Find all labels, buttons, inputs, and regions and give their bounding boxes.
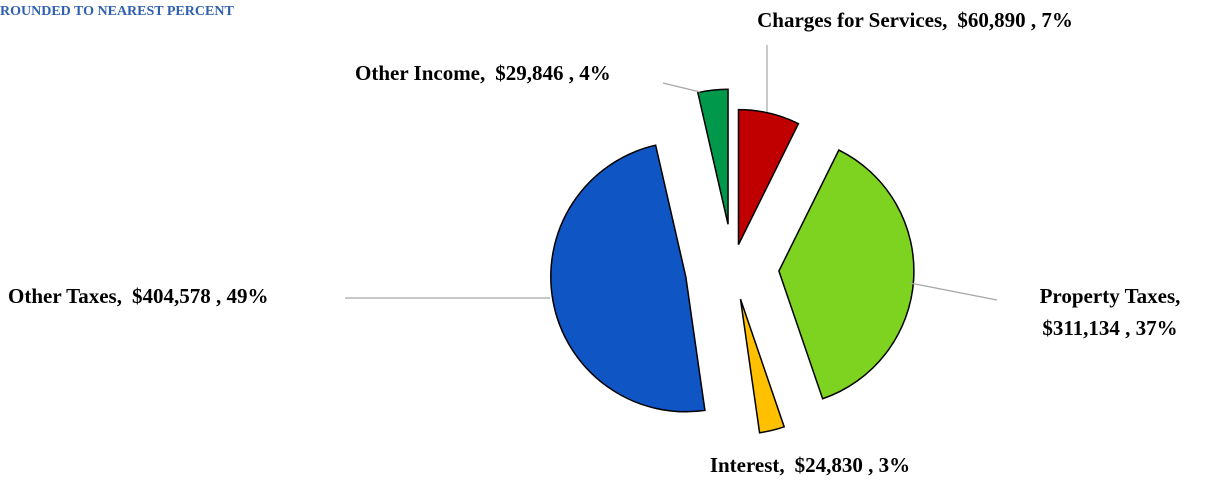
leader-line	[662, 82, 701, 93]
label-category: Charges for Services,	[757, 8, 947, 32]
pie-slice	[550, 144, 706, 413]
label-value: $404,578 , 49%	[132, 284, 269, 308]
pie-slice	[739, 298, 786, 434]
data-label: Charges for Services, $60,890 , 7%	[757, 8, 1073, 32]
label-value: $24,830 , 3%	[795, 453, 911, 477]
data-label: Interest, $24,830 , 3%	[710, 453, 910, 477]
label-value: $29,846 , 4%	[495, 61, 611, 85]
label-value: $311,134 , 37%	[1042, 316, 1177, 340]
label-value: $60,890 , 7%	[957, 8, 1073, 32]
leader-line	[909, 282, 998, 301]
pie-slice	[737, 108, 800, 245]
label-category: Property Taxes,	[1040, 284, 1181, 308]
label-category: Other Income,	[355, 61, 485, 85]
label-category: Other Taxes,	[8, 284, 122, 308]
chart-subtitle: ROUNDED TO NEAREST PERCENT	[0, 4, 234, 19]
data-label: Other Taxes, $404,578 , 49%	[8, 284, 268, 308]
pie-slice	[696, 88, 729, 225]
data-label: Property Taxes, $311,134 , 37%	[1040, 284, 1181, 340]
label-category: Interest,	[710, 453, 785, 477]
pie-slice	[778, 149, 915, 400]
data-label: Other Income, $29,846 , 4%	[355, 61, 611, 85]
